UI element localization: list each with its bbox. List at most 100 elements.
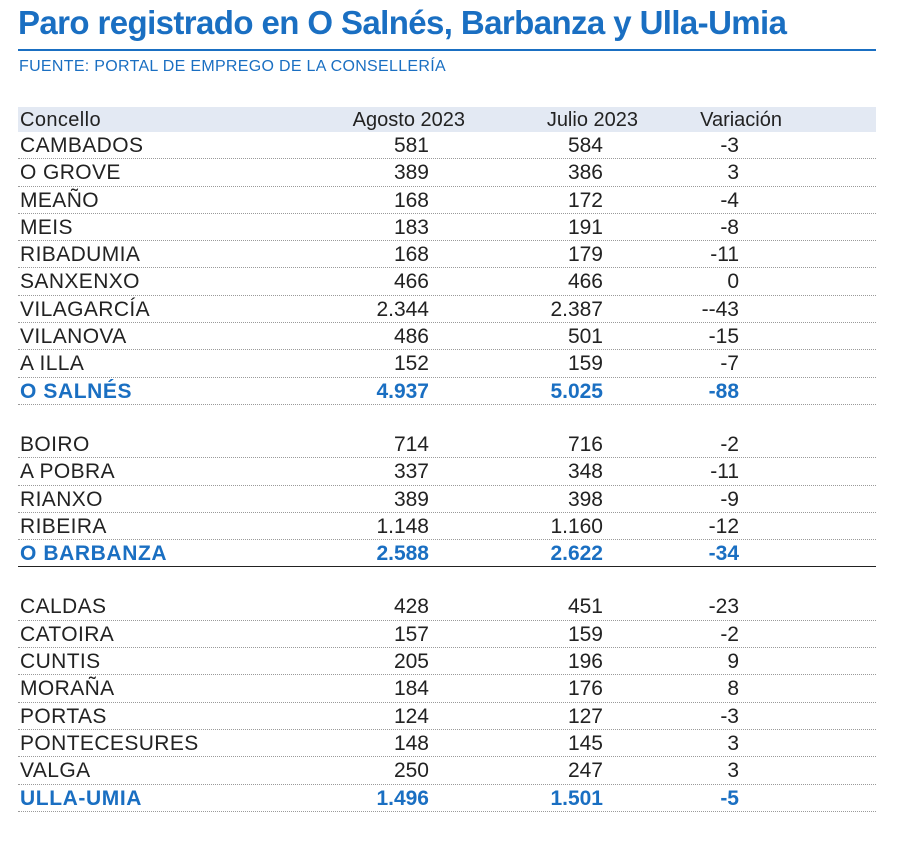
cell-julio: 451 <box>567 595 603 619</box>
table-row: RIBADUMIA 168 179 -11 <box>18 241 876 269</box>
table-row: MORAÑA 184 176 8 <box>18 675 876 703</box>
cell-agosto: 124 <box>393 704 429 728</box>
cell-variacion: -7 <box>720 352 739 376</box>
table-row: O GROVE 389 386 3 <box>18 159 876 187</box>
cell-agosto: 1.148 <box>376 514 429 538</box>
cell-julio: 466 <box>567 270 603 294</box>
cell-variacion: 3 <box>727 161 739 185</box>
cell-agosto: 183 <box>393 215 429 239</box>
cell-variacion: -15 <box>708 325 739 349</box>
table-header: Concello Agosto 2023 Julio 2023 Variació… <box>18 107 876 132</box>
group-spacer <box>18 567 876 593</box>
cell-concello: RIBEIRA <box>20 514 107 538</box>
group-spacer <box>18 405 876 431</box>
header-agosto: Agosto 2023 <box>352 109 465 131</box>
cell-agosto: 250 <box>393 759 429 783</box>
cell-variacion: -11 <box>710 243 739 267</box>
total-concello: O SALNÉS <box>20 379 133 403</box>
cell-julio: 196 <box>567 650 603 674</box>
unemployment-table: Concello Agosto 2023 Julio 2023 Variació… <box>18 107 876 812</box>
page-title: Paro registrado en O Salnés, Barbanza y … <box>18 4 787 41</box>
cell-concello: VILANOVA <box>20 325 127 349</box>
cell-agosto: 152 <box>393 352 429 376</box>
cell-julio: 2.387 <box>550 297 603 321</box>
title-divider <box>18 49 876 51</box>
cell-julio: 159 <box>567 622 603 646</box>
table-row: VALGA 250 247 3 <box>18 757 876 785</box>
cell-variacion: -2 <box>720 432 739 456</box>
cell-julio: 398 <box>567 487 603 511</box>
cell-variacion: -4 <box>720 188 739 212</box>
cell-concello: A ILLA <box>20 352 85 376</box>
header-concello: Concello <box>20 109 102 131</box>
cell-julio: 176 <box>567 677 603 701</box>
cell-agosto: 205 <box>393 650 429 674</box>
cell-agosto: 428 <box>393 595 429 619</box>
cell-variacion: -8 <box>720 215 739 239</box>
table-row: MEAÑO 168 172 -4 <box>18 187 876 214</box>
table-body: CAMBADOS 581 584 -3 O GROVE 389 386 3 MEAÑO 168 17… <box>18 132 876 812</box>
cell-julio: 716 <box>567 432 603 456</box>
cell-agosto: 581 <box>393 134 429 157</box>
total-row: ULLA-UMIA 1.496 1.501 -5 <box>18 785 876 812</box>
cell-julio: 501 <box>567 325 603 349</box>
total-julio: 5.025 <box>550 379 603 403</box>
total-concello: ULLA-UMIA <box>20 786 143 810</box>
cell-agosto: 2.344 <box>376 297 429 321</box>
table-row: CUNTIS 205 196 9 <box>18 648 876 676</box>
cell-agosto: 389 <box>393 487 429 511</box>
cell-concello: RIBADUMIA <box>20 243 141 267</box>
cell-agosto: 168 <box>393 243 429 267</box>
total-agosto: 4.937 <box>376 379 429 403</box>
cell-concello: CUNTIS <box>20 650 101 674</box>
cell-julio: 247 <box>567 759 603 783</box>
cell-agosto: 714 <box>393 432 429 456</box>
cell-julio: 191 <box>567 215 603 239</box>
table-row: VILANOVA 486 501 -15 <box>18 323 876 351</box>
cell-julio: 179 <box>567 243 603 267</box>
cell-julio: 172 <box>567 188 603 212</box>
cell-agosto: 184 <box>393 677 429 701</box>
cell-variacion: 9 <box>727 650 739 674</box>
total-concello: O BARBANZA <box>20 542 168 566</box>
cell-concello: VILAGARCÍA <box>20 297 151 321</box>
header-variacion: Variación <box>700 109 782 131</box>
cell-variacion: -3 <box>720 134 739 157</box>
cell-concello: CATOIRA <box>20 622 115 646</box>
total-row: O BARBANZA 2.588 2.622 -34 <box>18 540 876 568</box>
cell-agosto: 389 <box>393 161 429 185</box>
cell-concello: CALDAS <box>20 595 107 619</box>
cell-variacion: --43 <box>701 297 739 321</box>
cell-variacion: 0 <box>727 270 739 294</box>
total-julio: 2.622 <box>550 542 603 566</box>
cell-julio: 127 <box>567 704 603 728</box>
cell-concello: MORAÑA <box>20 677 115 701</box>
cell-concello: VALGA <box>20 759 91 783</box>
total-variacion: -34 <box>708 542 739 566</box>
cell-agosto: 466 <box>393 270 429 294</box>
cell-concello: CAMBADOS <box>20 134 144 157</box>
cell-agosto: 168 <box>393 188 429 212</box>
cell-variacion: -3 <box>720 704 739 728</box>
table-row: VILAGARCÍA 2.344 2.387 --43 <box>18 296 876 324</box>
table-row: CAMBADOS 581 584 -3 <box>18 132 876 160</box>
cell-variacion: -9 <box>720 487 739 511</box>
cell-concello: MEIS <box>20 215 73 239</box>
total-agosto: 1.496 <box>376 786 429 810</box>
cell-concello: MEAÑO <box>20 188 100 212</box>
total-agosto: 2.588 <box>376 542 429 566</box>
cell-julio: 1.160 <box>550 514 603 538</box>
cell-variacion: 3 <box>727 731 739 755</box>
source-caption: FUENTE: PORTAL DE EMPREGO DE LA CONSELLE… <box>19 58 446 75</box>
cell-variacion: 8 <box>727 677 739 701</box>
cell-agosto: 486 <box>393 325 429 349</box>
table-row: RIANXO 389 398 -9 <box>18 486 876 513</box>
cell-julio: 584 <box>567 134 603 157</box>
table-row: RIBEIRA 1.148 1.160 -12 <box>18 513 876 541</box>
cell-concello: BOIRO <box>20 432 90 456</box>
cell-variacion: -23 <box>708 595 739 619</box>
cell-concello: PORTAS <box>20 704 107 728</box>
cell-concello: A POBRA <box>20 460 116 484</box>
cell-julio: 159 <box>567 352 603 376</box>
table-row: SANXENXO 466 466 0 <box>18 268 876 296</box>
